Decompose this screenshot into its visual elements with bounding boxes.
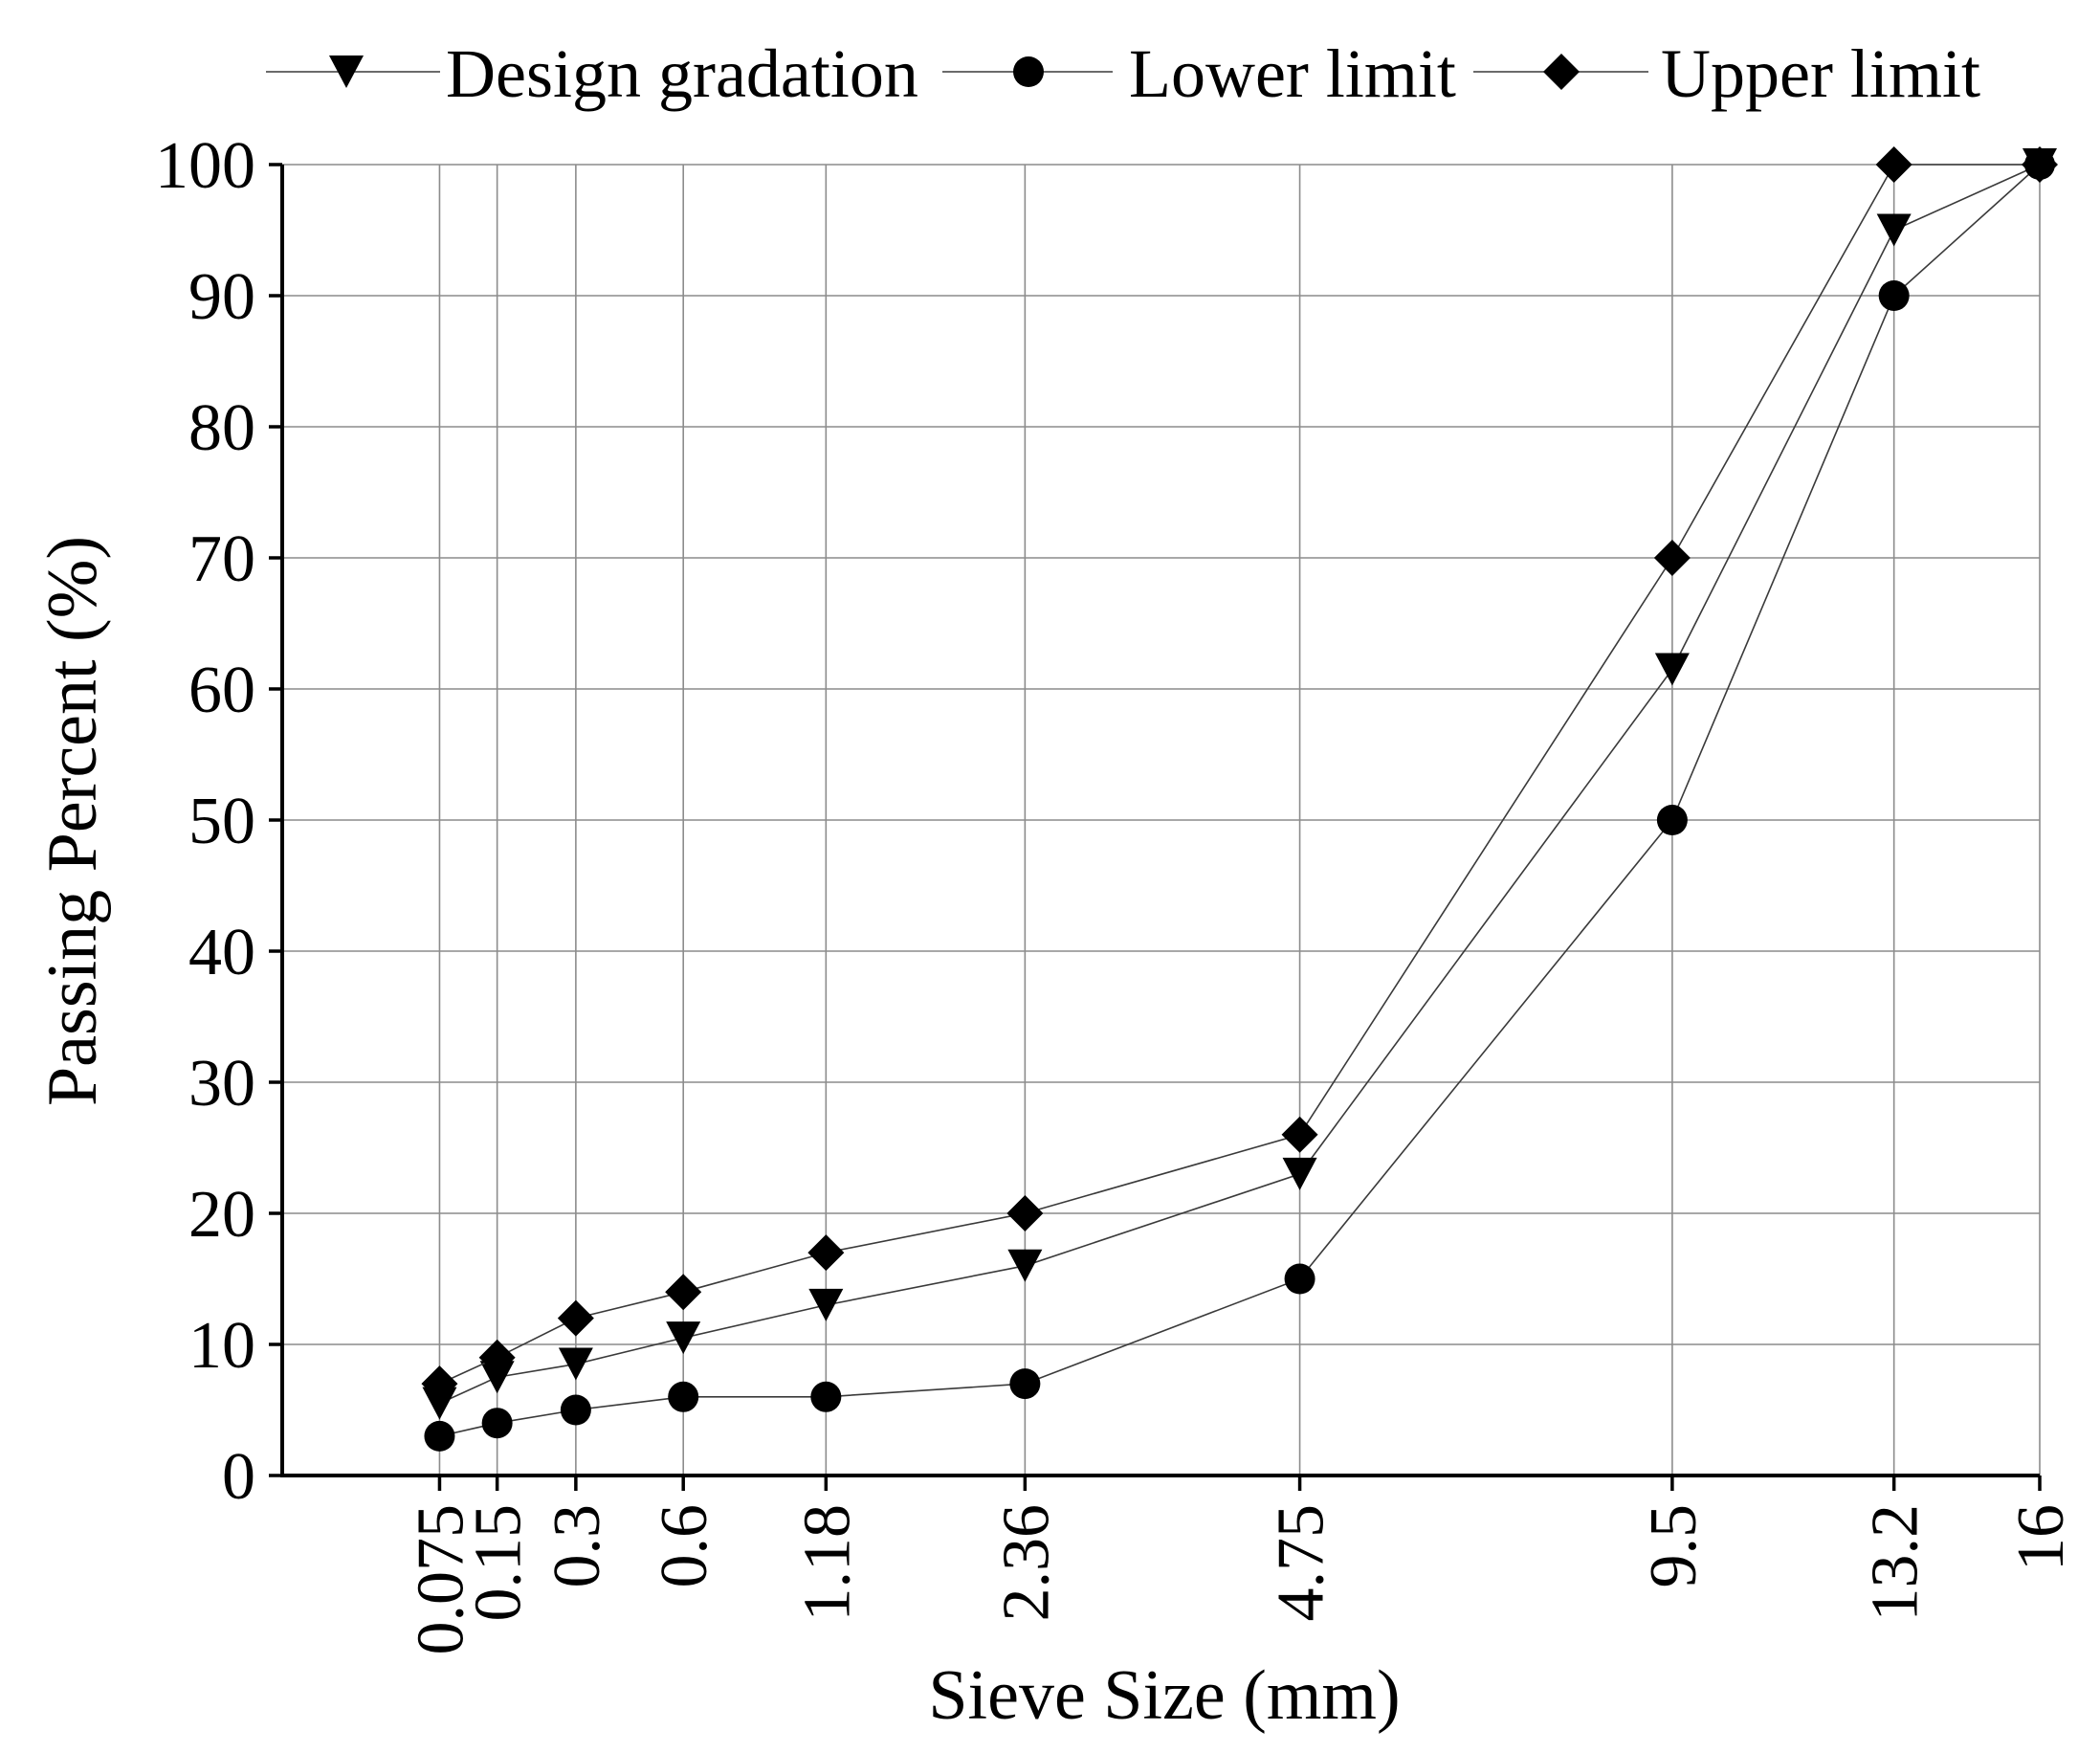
series-group xyxy=(421,146,2058,1452)
y-tick-label: 20 xyxy=(188,1178,255,1252)
series-lower-limit xyxy=(424,149,2055,1452)
data-point xyxy=(1006,1195,1044,1232)
data-point xyxy=(1284,1263,1315,1295)
y-tick-label: 50 xyxy=(188,785,255,858)
data-point xyxy=(560,1394,591,1426)
data-point xyxy=(1878,280,1910,311)
y-tick-label: 70 xyxy=(188,522,255,596)
data-point xyxy=(1007,1249,1043,1282)
data-point xyxy=(808,1288,844,1321)
y-tick-label: 30 xyxy=(188,1047,255,1121)
x-tick-label: 0.3 xyxy=(541,1504,614,1588)
data-point xyxy=(1875,146,1912,183)
y-tick-label: 100 xyxy=(155,129,255,203)
legend-marker xyxy=(1013,56,1044,87)
x-tick-label: 0.6 xyxy=(648,1504,721,1588)
y-axis-title: Passing Percent (%) xyxy=(33,536,112,1106)
legend-entry: Upper limit xyxy=(1473,35,1980,112)
y-tick-label: 10 xyxy=(188,1309,255,1383)
x-tick-label: 4.75 xyxy=(1265,1504,1338,1622)
data-point xyxy=(557,1299,594,1337)
legend-label: Upper limit xyxy=(1661,35,1980,112)
x-axis-title: Sieve Size (mm) xyxy=(928,1656,1400,1735)
x-tick-label: 1.18 xyxy=(790,1504,864,1622)
data-point xyxy=(1876,213,1912,247)
legend-marker xyxy=(329,55,364,88)
data-point xyxy=(1656,805,1688,835)
data-point xyxy=(1009,1368,1041,1400)
y-tick-label: 40 xyxy=(188,916,255,989)
x-tick-label: 2.36 xyxy=(989,1504,1063,1622)
data-point xyxy=(665,1274,702,1311)
y-tick-label: 60 xyxy=(188,654,255,727)
data-point xyxy=(422,1387,457,1420)
x-tick-label: 9.5 xyxy=(1637,1504,1711,1588)
legend-entry: Lower limit xyxy=(942,35,1456,112)
x-tick-label: 0.075 xyxy=(404,1504,477,1655)
legend-marker xyxy=(1543,54,1580,90)
legend-label: Design gradation xyxy=(446,35,918,112)
data-point xyxy=(2022,146,2058,183)
data-point xyxy=(1281,1116,1318,1153)
data-point xyxy=(479,1361,515,1394)
data-point xyxy=(1654,653,1690,686)
series-line xyxy=(439,164,2041,1437)
legend: Design gradation Lower limit Upper limit xyxy=(266,35,1980,112)
data-point xyxy=(668,1381,699,1412)
legend-entry: Design gradation xyxy=(266,35,918,112)
y-tick-label: 80 xyxy=(188,391,255,465)
data-point xyxy=(810,1381,842,1412)
data-point xyxy=(1653,540,1691,576)
series-upper-limit xyxy=(421,146,2058,1403)
data-point xyxy=(421,1365,458,1403)
data-point xyxy=(481,1408,513,1439)
x-tick-label: 13.2 xyxy=(1859,1504,1933,1622)
data-point xyxy=(478,1339,516,1376)
data-point xyxy=(666,1321,701,1355)
x-tick-label: 0.15 xyxy=(462,1504,536,1622)
data-point xyxy=(558,1347,593,1381)
series-line xyxy=(439,164,2041,1405)
x-tick-label: 16 xyxy=(2004,1504,2078,1571)
data-point xyxy=(424,1420,455,1452)
y-tick-label: 90 xyxy=(188,260,255,334)
legend-label: Lower limit xyxy=(1129,35,1456,112)
y-tick-label: 0 xyxy=(222,1440,255,1514)
data-point xyxy=(1282,1157,1317,1190)
series-line xyxy=(439,164,2040,1385)
data-point xyxy=(807,1234,845,1272)
